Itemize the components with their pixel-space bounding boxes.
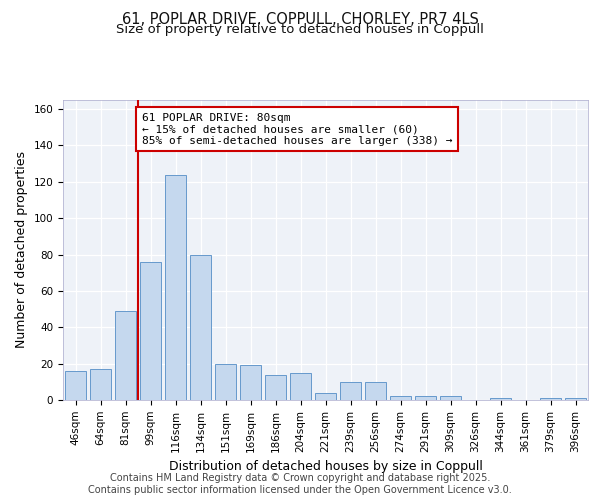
Bar — [340, 382, 361, 400]
Y-axis label: Number of detached properties: Number of detached properties — [15, 152, 28, 348]
Bar — [115, 311, 136, 400]
Bar — [415, 396, 436, 400]
Bar — [215, 364, 236, 400]
Text: Contains HM Land Registry data © Crown copyright and database right 2025.
Contai: Contains HM Land Registry data © Crown c… — [88, 474, 512, 495]
Bar — [265, 374, 286, 400]
Bar — [490, 398, 511, 400]
Bar — [240, 366, 261, 400]
Bar — [190, 254, 211, 400]
Bar — [440, 396, 461, 400]
Bar — [290, 372, 311, 400]
Bar — [165, 174, 186, 400]
Bar — [365, 382, 386, 400]
Bar — [140, 262, 161, 400]
Bar — [390, 396, 411, 400]
X-axis label: Distribution of detached houses by size in Coppull: Distribution of detached houses by size … — [169, 460, 482, 473]
Bar — [90, 369, 111, 400]
Text: 61, POPLAR DRIVE, COPPULL, CHORLEY, PR7 4LS: 61, POPLAR DRIVE, COPPULL, CHORLEY, PR7 … — [122, 12, 478, 28]
Bar — [65, 371, 86, 400]
Bar — [565, 398, 586, 400]
Text: 61 POPLAR DRIVE: 80sqm
← 15% of detached houses are smaller (60)
85% of semi-det: 61 POPLAR DRIVE: 80sqm ← 15% of detached… — [142, 112, 452, 146]
Text: Size of property relative to detached houses in Coppull: Size of property relative to detached ho… — [116, 22, 484, 36]
Bar — [315, 392, 336, 400]
Bar — [540, 398, 561, 400]
